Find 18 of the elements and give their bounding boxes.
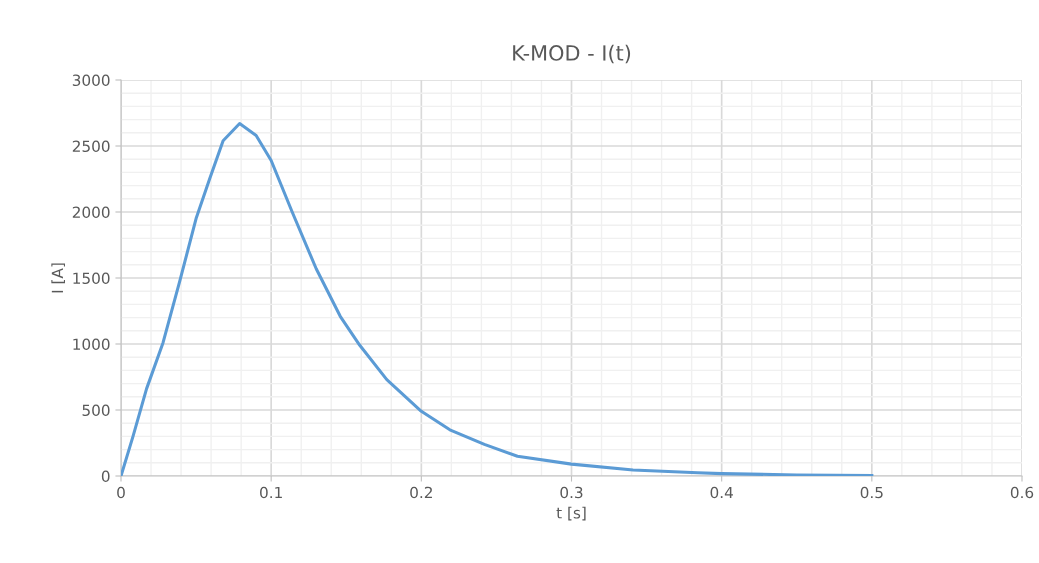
x-tick-label: 0.6 <box>1010 486 1034 499</box>
x-axis-title: t [s] <box>556 506 586 521</box>
y-axis-title: I [A] <box>51 263 65 293</box>
x-tick-label: 0.5 <box>860 486 883 499</box>
line-series <box>121 122 874 476</box>
x-tick-label: 0.2 <box>410 486 432 499</box>
x-tick-label: 0.4 <box>710 486 733 499</box>
y-tick-label: 1500 <box>73 272 110 285</box>
x-tick-label: 0.3 <box>560 486 583 499</box>
y-tick-label: 500 <box>82 404 110 417</box>
chart-title: K-MOD - I(t) <box>513 44 631 64</box>
y-tick-label: 2000 <box>72 206 110 219</box>
y-tick-label: 2500 <box>72 140 110 153</box>
y-tick-label: 3000 <box>72 74 110 87</box>
x-tick-label: 0.1 <box>260 486 282 499</box>
y-tick-label: 1000 <box>73 338 110 351</box>
y-tick-label: 0 <box>101 470 110 483</box>
x-tick-label: 0 <box>117 486 125 499</box>
